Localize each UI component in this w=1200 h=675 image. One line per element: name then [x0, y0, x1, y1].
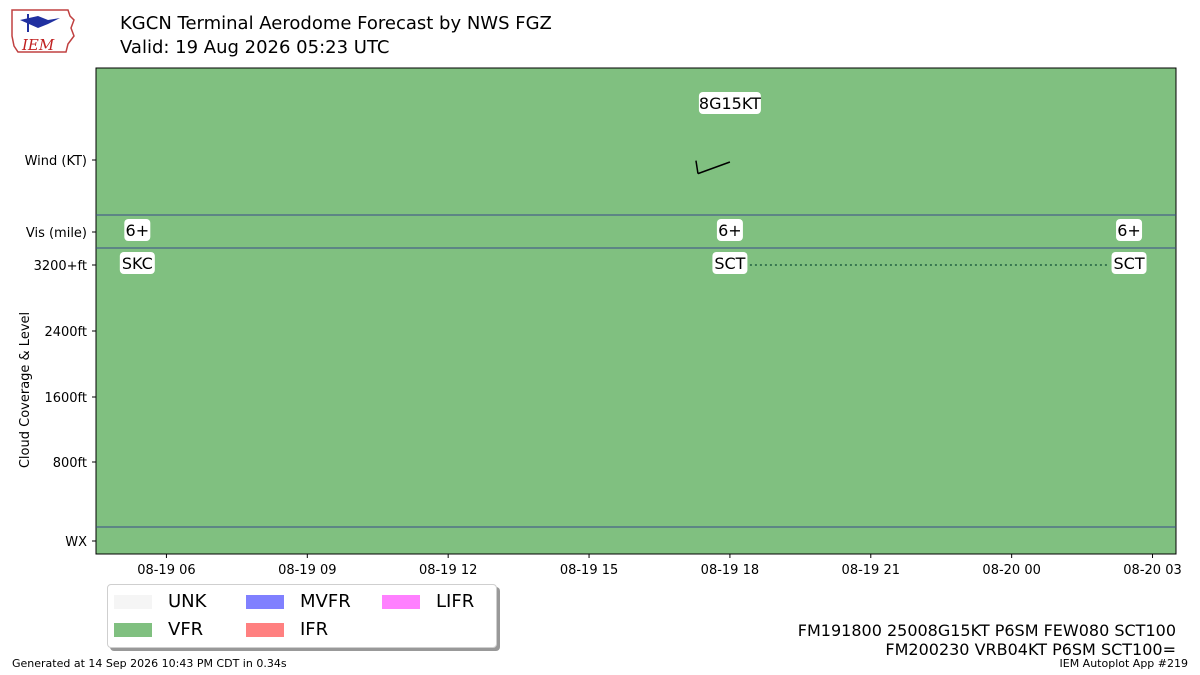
y-tick-label: 2400ft — [44, 325, 87, 340]
taf-line: FM191800 25008G15KT P6SM FEW080 SCT100 — [797, 621, 1176, 640]
y-tick-label: 3200+ft — [34, 259, 87, 274]
taf-chart: Wind (KT) Vis (mile) 3200+ft 2400ft 1600ft 80… — [18, 67, 1182, 578]
app-note: IEM Autoplot App #219 — [1059, 657, 1189, 670]
x-tick-label: 08-19 09 — [278, 563, 336, 578]
legend-label-lifr: LIFR — [436, 591, 475, 612]
legend: UNK VFR MVFR IFR LIFR — [107, 584, 497, 648]
legend-swatch-lifr — [382, 594, 420, 609]
cloud-label-bg — [119, 252, 155, 274]
logo-text: IEM — [21, 36, 55, 54]
chart-subtitle: Valid: 19 Aug 2026 05:23 UTC — [120, 37, 390, 58]
generated-note: Generated at 14 Sep 2026 10:43 PM CDT in… — [12, 657, 287, 670]
legend-label-ifr: IFR — [300, 619, 329, 640]
wind-label-bg — [698, 92, 761, 114]
legend-item-lifr: LIFR — [382, 591, 474, 612]
iem-logo: IEM — [11, 9, 75, 54]
legend-item-unk: UNK — [114, 591, 206, 612]
wind-label: 8G15KT — [699, 94, 761, 113]
x-tick-label: 08-20 00 — [982, 563, 1040, 578]
x-tick-label: 08-19 18 — [701, 563, 759, 578]
legend-swatch-mvfr — [246, 594, 284, 609]
legend-swatch-vfr — [114, 622, 152, 637]
y-axis-label: Cloud Coverage & Level — [18, 312, 33, 468]
cloud-label: SCT — [1113, 254, 1144, 273]
taf-line: FM200230 VRB04KT P6SM SCT100= — [885, 640, 1176, 659]
wind-barb-flag — [695, 160, 699, 174]
visibility-label: 6+ — [126, 221, 150, 240]
y-tick-label: 800ft — [53, 456, 87, 471]
legend-label-mvfr: MVFR — [300, 591, 351, 612]
x-tick-label: 08-19 12 — [419, 563, 477, 578]
legend-swatch-unk — [114, 594, 152, 609]
visibility-label: 6+ — [718, 221, 742, 240]
chart-title: KGCN Terminal Aerodome Forecast by NWS F… — [120, 13, 552, 34]
legend-item-vfr: VFR — [114, 619, 203, 640]
x-tick-label: 08-19 06 — [137, 563, 195, 578]
y-tick-label: WX — [65, 535, 87, 550]
legend-label-vfr: VFR — [168, 619, 204, 640]
y-tick-label: Wind (KT) — [25, 154, 87, 169]
legend-item-ifr: IFR — [246, 619, 328, 640]
y-tick-label: 1600ft — [44, 391, 87, 406]
x-tick-label: 08-19 21 — [842, 563, 900, 578]
visibility-label: 6+ — [1117, 221, 1141, 240]
x-tick-label: 08-20 03 — [1123, 563, 1181, 578]
x-tick-label: 08-19 15 — [560, 563, 618, 578]
wind-barb-shaft — [697, 161, 731, 175]
visibility-label-bg — [124, 219, 151, 241]
cloud-label: SKC — [122, 254, 153, 273]
cloud-label: SCT — [714, 254, 745, 273]
legend-label-unk: UNK — [168, 591, 207, 612]
visibility-label-bg — [1116, 219, 1143, 241]
plot-area — [95, 67, 1177, 555]
cloud-label-bg — [1111, 252, 1147, 274]
y-tick-label: Vis (mile) — [26, 226, 87, 241]
legend-item-mvfr: MVFR — [246, 591, 351, 612]
cloud-label-bg — [712, 252, 748, 274]
visibility-label-bg — [716, 219, 743, 241]
legend-swatch-ifr — [246, 622, 284, 637]
